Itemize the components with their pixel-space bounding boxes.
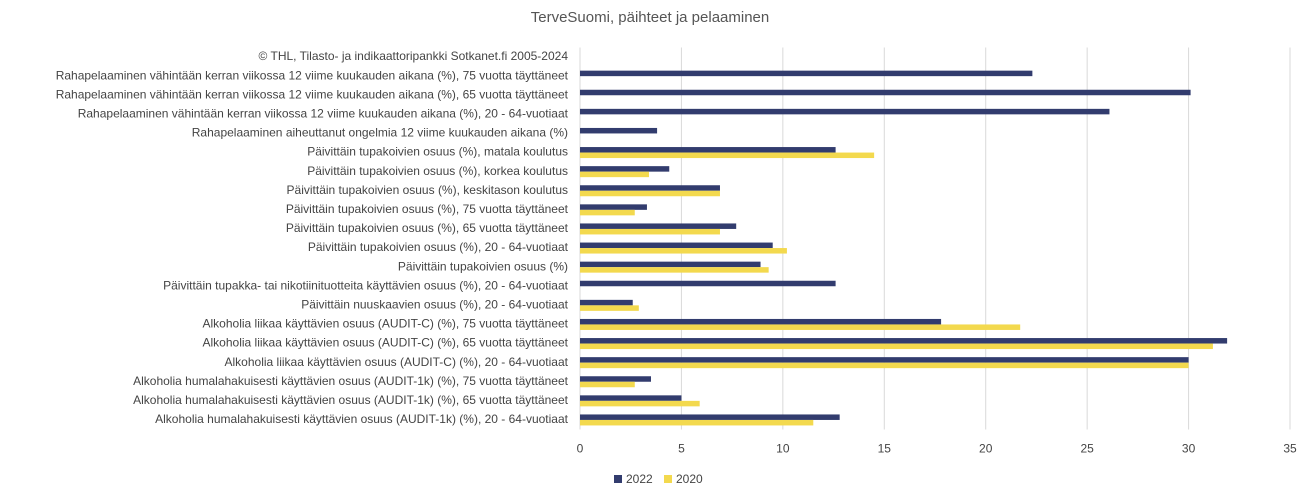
y-tick-label: Rahapelaaminen vähintään kerran viikossa… xyxy=(56,87,569,101)
bar xyxy=(580,343,1213,350)
bar xyxy=(580,190,720,197)
bar xyxy=(580,204,647,210)
bar xyxy=(580,70,1033,77)
legend-label: 2022 xyxy=(626,472,653,485)
bar xyxy=(580,147,836,153)
x-tick-label: 0 xyxy=(577,442,584,456)
legend-label: 2020 xyxy=(676,472,703,485)
y-tick-label: Päivittäin tupakka- tai nikotiinituottei… xyxy=(163,278,569,292)
legend-swatch xyxy=(664,475,672,483)
y-tick-label: Alkoholia humalahakuisesti käyttävien os… xyxy=(155,412,569,426)
x-tick-label: 25 xyxy=(1080,442,1094,456)
bar xyxy=(580,318,942,325)
chart-title: TerveSuomi, päihteet ja pelaaminen xyxy=(531,9,769,26)
y-tick-label: Päivittäin tupakoivien osuus (%) xyxy=(398,259,568,273)
y-tick-label: Päivittäin tupakoivien osuus (%), korkea… xyxy=(307,164,568,178)
y-tick-label: Alkoholia humalahakuisesti käyttävien os… xyxy=(133,374,569,388)
x-tick-label: 20 xyxy=(979,442,993,456)
bar xyxy=(580,362,1189,369)
y-tick-label: Rahapelaaminen vähintään kerran viikossa… xyxy=(56,68,569,82)
bar xyxy=(580,376,651,382)
y-tick-label: Rahapelaaminen aiheuttanut ongelmia 12 v… xyxy=(192,126,568,140)
x-tick-label: 35 xyxy=(1283,442,1297,456)
bar xyxy=(580,166,670,172)
bar xyxy=(580,419,814,426)
bar xyxy=(580,152,875,159)
bar xyxy=(580,261,761,268)
bar xyxy=(580,209,635,216)
y-tick-label: Päivittäin nuuskaavien osuus (%), 20 - 6… xyxy=(301,298,568,312)
x-tick-label: 5 xyxy=(678,442,685,456)
bar xyxy=(580,223,737,229)
bar xyxy=(580,280,836,287)
bar xyxy=(580,395,682,401)
bar xyxy=(580,357,1189,363)
bar xyxy=(580,171,649,178)
bar xyxy=(580,400,700,407)
bar xyxy=(580,228,720,235)
bar xyxy=(580,108,1110,115)
y-tick-label: Päivittäin tupakoivien osuus (%), 20 - 6… xyxy=(308,240,569,254)
x-tick-label: 10 xyxy=(776,442,790,456)
bar xyxy=(580,324,1021,330)
bar xyxy=(580,89,1191,96)
y-tick-label: Alkoholia liikaa käyttävien osuus (AUDIT… xyxy=(203,336,569,350)
y-tick-label: Alkoholia humalahakuisesti käyttävien os… xyxy=(133,393,569,407)
x-tick-label: 15 xyxy=(878,442,892,456)
y-tick-label: Rahapelaaminen vähintään kerran viikossa… xyxy=(78,107,569,121)
bar xyxy=(580,299,633,306)
bar xyxy=(580,381,635,388)
bar xyxy=(580,248,787,254)
y-tick-label: Alkoholia liikaa käyttävien osuus (AUDIT… xyxy=(203,317,569,331)
bar xyxy=(580,242,773,249)
x-tick-label: 30 xyxy=(1182,442,1196,456)
bar xyxy=(580,338,1228,344)
y-tick-label: Päivittäin tupakoivien osuus (%), matala… xyxy=(307,145,568,159)
y-tick-label: Päivittäin tupakoivien osuus (%), keskit… xyxy=(287,183,568,197)
y-tick-label: © THL, Tilasto- ja indikaattoripankki So… xyxy=(259,49,569,63)
bar xyxy=(580,127,658,134)
y-tick-label: Päivittäin tupakoivien osuus (%), 65 vuo… xyxy=(286,221,569,235)
y-tick-label: Alkoholia liikaa käyttävien osuus (AUDIT… xyxy=(225,355,569,369)
bar xyxy=(580,414,840,420)
bar xyxy=(580,305,639,311)
y-tick-label: Päivittäin tupakoivien osuus (%), 75 vuo… xyxy=(286,202,569,216)
legend-swatch xyxy=(614,475,622,483)
bar xyxy=(580,185,720,191)
bar xyxy=(580,267,769,273)
